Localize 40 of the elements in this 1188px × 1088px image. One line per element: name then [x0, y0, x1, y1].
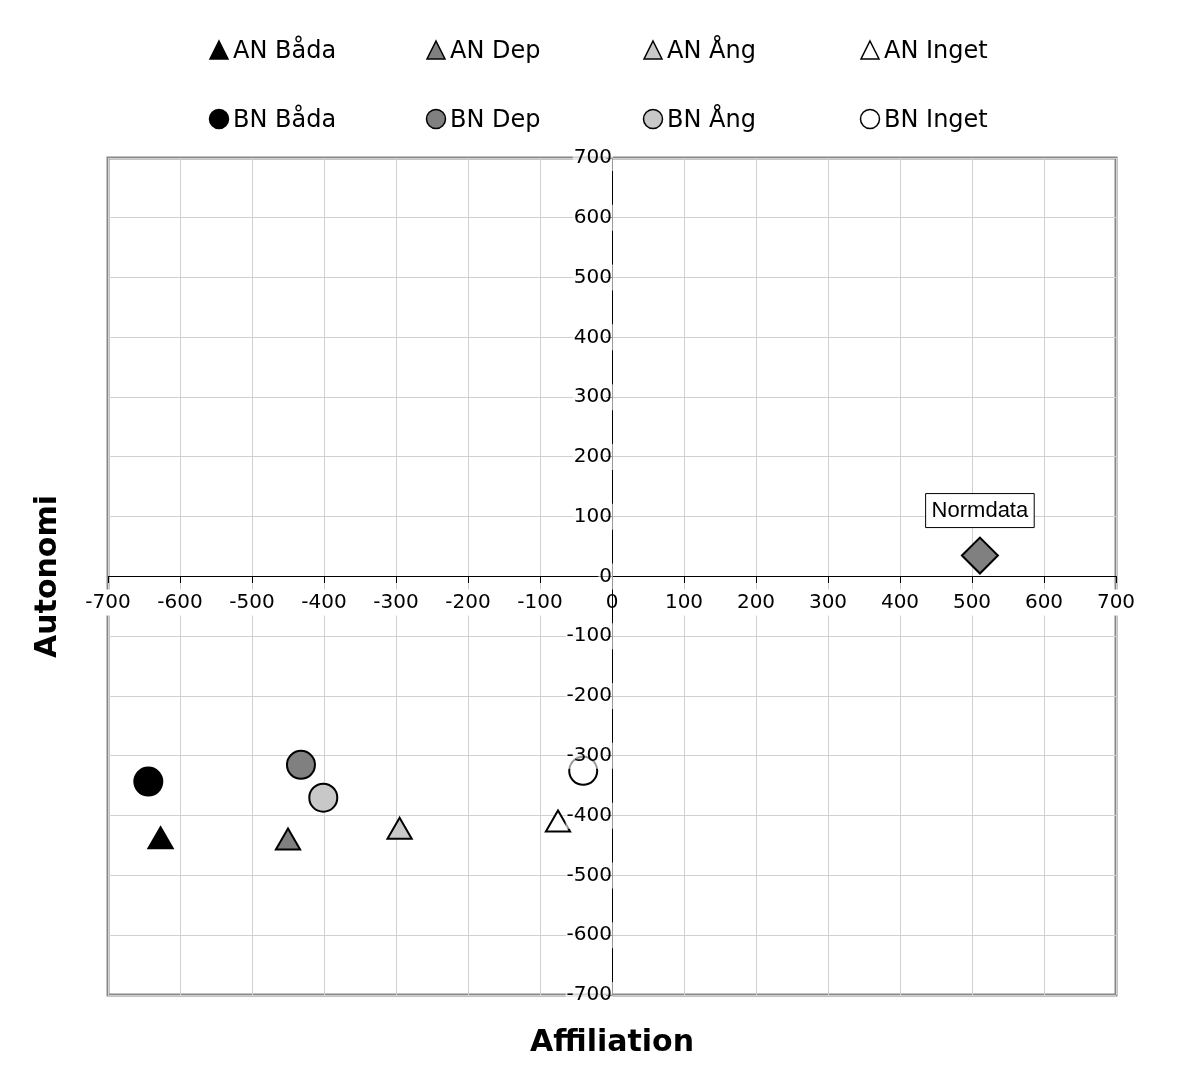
x-tick-label: -500 — [229, 588, 275, 613]
y-tick-label: 0 — [599, 562, 612, 587]
legend-label: BN Båda — [233, 105, 337, 133]
legend-label: BN Dep — [450, 105, 541, 133]
x-tick-label: 600 — [1024, 588, 1064, 613]
y-tick-label: 100 — [573, 502, 612, 527]
x-tick-label: 100 — [664, 588, 704, 613]
y-tick-label: -500 — [566, 861, 612, 886]
y-tick-label: 500 — [573, 263, 612, 288]
x-tick-label: -400 — [301, 588, 347, 613]
y-tick-label: 700 — [573, 144, 612, 169]
series-label: Normdata — [931, 496, 1029, 522]
y-tick-label: -700 — [566, 981, 612, 1006]
y-tick-label: 200 — [573, 443, 612, 468]
x-tick-label: -700 — [85, 588, 131, 613]
legend-label: AN Båda — [233, 36, 337, 64]
y-tick-label: -600 — [566, 921, 612, 946]
legend-label: BN Ång — [667, 105, 756, 133]
y-tick-label: 600 — [573, 203, 612, 228]
legend-label: BN Inget — [884, 105, 988, 133]
y-tick-label: -400 — [566, 801, 612, 826]
legend-label: AN Inget — [884, 36, 988, 64]
legend-label: AN Ång — [667, 36, 756, 64]
x-axis-title: Affiliation — [529, 1022, 695, 1058]
y-tick-label: 400 — [573, 323, 612, 348]
y-tick-label: -200 — [566, 682, 612, 707]
x-tick-label: 400 — [880, 588, 920, 613]
x-tick-label: 300 — [808, 588, 848, 613]
y-tick-label: -100 — [566, 622, 612, 647]
legend-label: AN Dep — [450, 36, 541, 64]
x-tick-label: -600 — [157, 588, 203, 613]
x-tick-label: 500 — [952, 588, 992, 613]
x-tick-label: 200 — [736, 588, 776, 613]
y-tick-label: 300 — [573, 383, 612, 408]
x-tick-label: -200 — [445, 588, 491, 613]
x-tick-label: -100 — [517, 588, 563, 613]
y-axis-title: Autonomi — [27, 494, 63, 659]
x-tick-label: -300 — [373, 588, 419, 613]
y-tick-label: -300 — [566, 742, 612, 767]
x-tick-label: 700 — [1096, 588, 1136, 613]
